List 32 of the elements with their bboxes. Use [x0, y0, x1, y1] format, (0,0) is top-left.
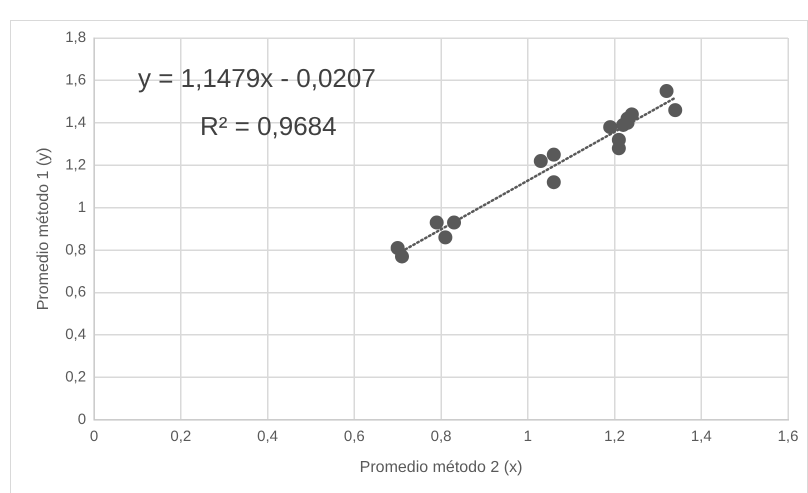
- x-tick-label: 1,6: [778, 428, 798, 445]
- point: [430, 216, 444, 230]
- point: [534, 154, 548, 168]
- point: [668, 103, 682, 118]
- x-tick-label: 0,6: [344, 428, 365, 445]
- x-tick-label: 0,8: [430, 428, 452, 445]
- annotation: R² = 0,9684: [200, 111, 337, 142]
- annotation: y = 1,1479x - 0,0207: [138, 63, 376, 94]
- y-tick-label: 0,2: [65, 368, 86, 386]
- point: [603, 120, 618, 134]
- y-tick-label: 0,6: [65, 284, 86, 301]
- point: [546, 148, 561, 162]
- point: [546, 175, 561, 190]
- y-tick-label: 0,8: [65, 241, 86, 258]
- x-tick-label: 1,2: [604, 428, 625, 445]
- x-tick-label: 0,4: [257, 428, 278, 445]
- y-tick-label: 1,4: [65, 114, 86, 131]
- point: [660, 84, 674, 98]
- x-tick-label: 1,4: [690, 428, 712, 445]
- x-tick-label: 0,2: [170, 428, 192, 445]
- y-tick-label: 1,8: [65, 29, 86, 46]
- y-tick-label: 0,4: [65, 326, 86, 344]
- point: [438, 230, 452, 244]
- x-tick-label: 0: [90, 428, 98, 445]
- y-tick-label: 0: [78, 410, 86, 428]
- x-tick-label: 1: [524, 428, 532, 445]
- y-tick-label: 1: [78, 198, 86, 216]
- y-axis-title: Promedio método 1 (y): [35, 148, 52, 310]
- y-tick-label: 1,6: [65, 72, 86, 89]
- y-tick-label: 1,2: [65, 156, 86, 174]
- point: [624, 107, 639, 122]
- x-axis-title: Promedio método 2 (x): [360, 458, 522, 476]
